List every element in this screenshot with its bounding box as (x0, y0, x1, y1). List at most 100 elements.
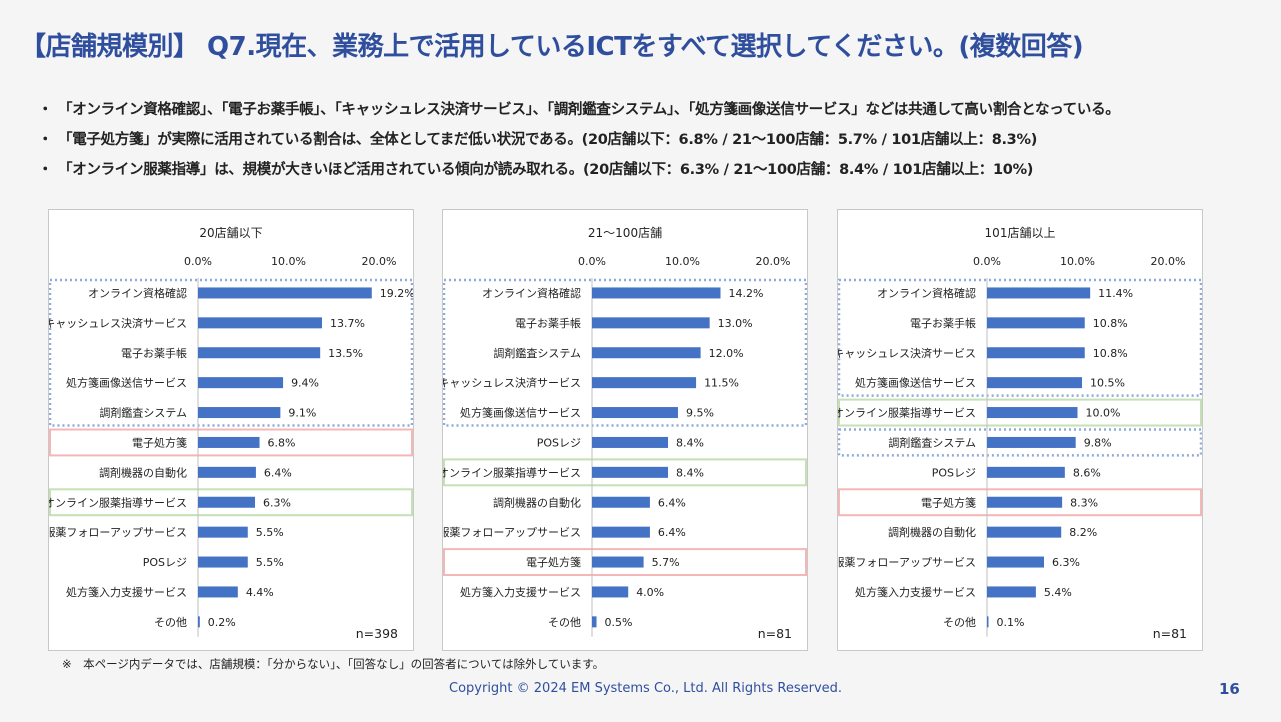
chart-title: 101店舗以上 (985, 226, 1056, 240)
value-label: 9.5% (686, 407, 714, 420)
bar (987, 287, 1091, 299)
value-label: 6.4% (658, 496, 686, 509)
bullet-text: 「オンライン資格確認」、「電子お薬手帳」、「キャッシュレス決済サービス」、「調剤… (58, 102, 1120, 118)
value-label: 13.7% (330, 317, 365, 330)
bar (987, 377, 1083, 389)
category-label: 処方箋画像送信サービス (460, 406, 581, 420)
value-label: 8.3% (1070, 496, 1098, 509)
highlight-box-common (49, 278, 413, 427)
tick-label: 10.0% (665, 255, 700, 268)
bar (987, 616, 989, 628)
chart-title: 20店舗以下 (199, 226, 262, 240)
category-label: キャッシュレス決済サービス (49, 316, 187, 330)
category-label: オンライン服薬指導サービス (49, 495, 187, 509)
value-label: 5.4% (1044, 586, 1072, 599)
category-label: 処方箋画像送信サービス (66, 376, 187, 390)
tick-label: 10.0% (1060, 255, 1095, 268)
category-label: キャッシュレス決済サービス (443, 376, 581, 390)
chart-svg: 21〜100店舗 0.0% 10.0% 20.0% オンライン資格確認 14.2% 電子お薬… (443, 226, 807, 641)
bar (592, 407, 678, 419)
value-label: 13.0% (718, 317, 753, 330)
value-label: 4.0% (636, 586, 664, 599)
category-label: 電子処方箋 (526, 555, 581, 569)
tick-label: 20.0% (362, 255, 397, 268)
value-label: 4.4% (246, 586, 274, 599)
tick-label: 0.0% (973, 255, 1001, 268)
category-label: 処方箋入力支援サービス (460, 585, 581, 599)
copyright-text: Copyright © 2024 EM Systems Co., Ltd. Al… (449, 681, 843, 696)
page-number: 16 (1219, 680, 1240, 698)
bar (198, 347, 321, 359)
category-label: 電子お薬手帳 (121, 346, 187, 360)
tick-label: 0.0% (578, 255, 606, 268)
category-label: その他 (154, 616, 187, 629)
value-label: 0.2% (208, 616, 236, 629)
sample-size-label: n=81 (758, 626, 792, 641)
value-label: 10.8% (1093, 347, 1128, 360)
bar (987, 436, 1076, 448)
bar (987, 556, 1045, 568)
value-label: 0.1% (997, 616, 1025, 629)
bullet-marker: ・ (38, 102, 53, 118)
value-label: 13.5% (328, 347, 363, 360)
category-label: 服薬フォローアップサービス (838, 556, 976, 569)
value-label: 11.4% (1098, 287, 1133, 300)
category-label: 調剤鑑査システム (493, 346, 581, 360)
bar (592, 586, 629, 598)
bullet-item: ・「オンライン資格確認」、「電子お薬手帳」、「キャッシュレス決済サービス」、「調… (38, 98, 1258, 128)
category-label: 服薬フォローアップサービス (49, 526, 187, 539)
bar (198, 287, 372, 299)
category-label: オンライン資格確認 (482, 286, 581, 300)
bar (198, 586, 238, 598)
bullet-item: ・「オンライン服薬指導」は、規模が大きいほど活用されている傾向が読み取れる。(2… (38, 158, 1258, 188)
bar (592, 377, 697, 389)
bullet-text: 「電子処方箋」が実際に活用されている割合は、全体としてまだ低い状況である。(20… (58, 132, 1038, 148)
value-label: 10.0% (1086, 407, 1121, 420)
category-label: オンライン服薬指導サービス (838, 406, 976, 420)
tick-label: 20.0% (1151, 255, 1186, 268)
bar (592, 616, 597, 628)
value-label: 10.5% (1090, 377, 1125, 390)
bar (198, 556, 248, 568)
category-label: POSレジ (537, 436, 581, 449)
value-label: 14.2% (729, 287, 764, 300)
chart-svg: 101店舗以上 0.0% 10.0% 20.0% オンライン資格確認 11.4% 電子お薬手… (838, 226, 1202, 641)
page-title: 【店舗規模別】 Q7.現在、業務上で活用しているICTをすべて選択してください。… (20, 32, 1084, 62)
highlight-box-online (443, 458, 807, 487)
value-label: 10.8% (1093, 317, 1128, 330)
value-label: 6.8% (268, 436, 296, 449)
bar (987, 496, 1063, 508)
chart-panel-medium: 21〜100店舗 0.0% 10.0% 20.0% オンライン資格確認 14.2% 電子お薬… (442, 209, 808, 651)
bar (592, 287, 721, 299)
category-label: 処方箋入力支援サービス (855, 585, 976, 599)
category-label: 服薬フォローアップサービス (443, 526, 581, 539)
bar (592, 496, 650, 508)
bar (198, 377, 284, 389)
highlight-box-online (838, 398, 1202, 427)
chart-panel-large: 101店舗以上 0.0% 10.0% 20.0% オンライン資格確認 11.4% 電子お薬手… (837, 209, 1203, 651)
category-label: オンライン服薬指導サービス (443, 465, 581, 479)
value-label: 9.4% (291, 377, 319, 390)
category-label: 処方箋入力支援サービス (66, 585, 187, 599)
value-label: 19.2% (380, 287, 413, 300)
category-label: オンライン資格確認 (88, 286, 187, 300)
category-label: キャッシュレス決済サービス (838, 346, 976, 360)
highlight-box-online (49, 488, 413, 517)
bar (198, 526, 248, 538)
footnote: ※ 本ページ内データでは、店舗規模：「分からない」、「回答なし」の回答者について… (62, 657, 605, 671)
value-label: 6.3% (1052, 556, 1080, 569)
bar (198, 317, 322, 329)
bar (592, 526, 650, 538)
value-label: 0.5% (605, 616, 633, 629)
bar (987, 347, 1085, 359)
bullet-marker: ・ (38, 162, 53, 178)
category-label: POSレジ (932, 466, 976, 479)
bar (198, 436, 260, 448)
bar (592, 317, 710, 329)
value-label: 11.5% (704, 377, 739, 390)
bar (987, 526, 1062, 538)
category-label: 処方箋画像送信サービス (855, 376, 976, 390)
category-label: 電子処方箋 (132, 435, 187, 449)
bar (592, 556, 644, 568)
value-label: 8.6% (1073, 466, 1101, 479)
